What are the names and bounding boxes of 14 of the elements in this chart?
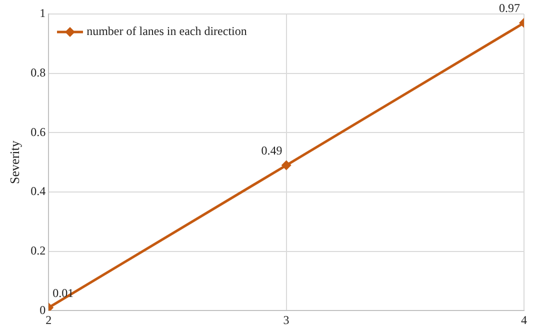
legend-label: number of lanes in each direction <box>86 24 247 39</box>
data-label: 0.97 <box>499 1 520 16</box>
data-label: 0.01 <box>52 286 74 300</box>
x-tick-label: 3 <box>283 312 290 327</box>
x-tick-label: 2 <box>46 312 52 327</box>
y-tick-label: 1 <box>40 6 46 20</box>
data-label: 0.49 <box>261 143 282 158</box>
y-tick-label: 0.2 <box>30 243 46 258</box>
y-tick-label: 0.8 <box>30 65 46 80</box>
y-tick-label: 0 <box>40 302 46 317</box>
y-axis-title: Severity <box>7 140 22 184</box>
y-tick-label: 0.4 <box>30 184 46 198</box>
y-tick-label: 0.6 <box>30 124 46 139</box>
x-tick-label: 4 <box>521 312 527 327</box>
